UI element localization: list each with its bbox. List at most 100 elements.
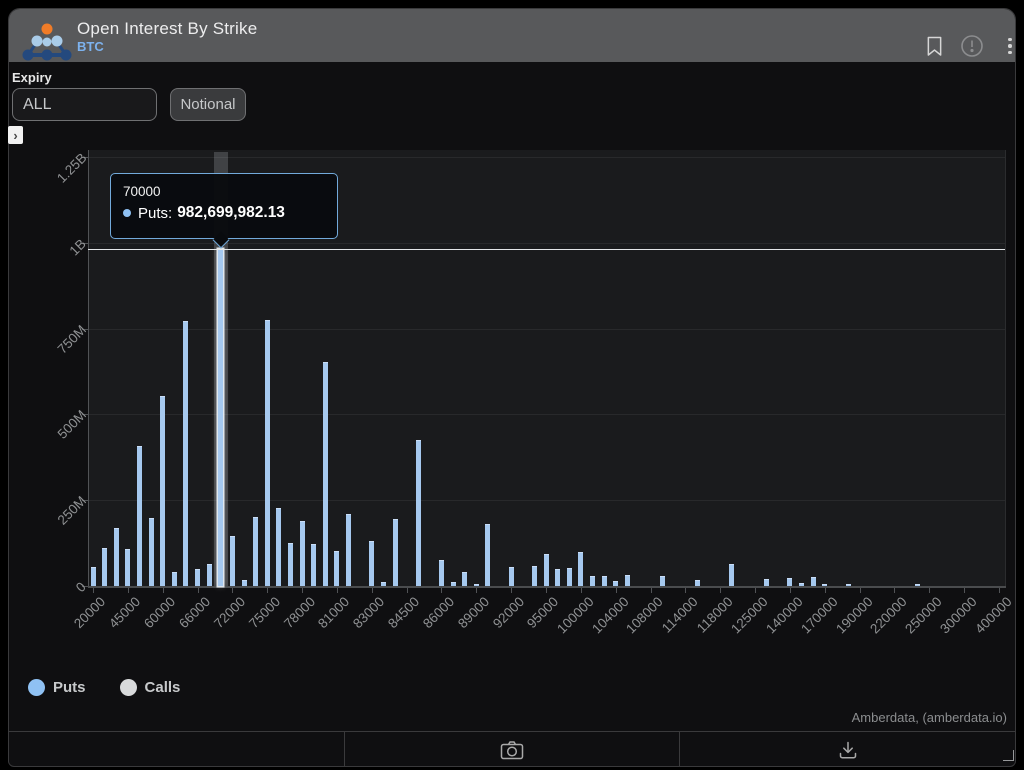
- x-axis-tick: [964, 588, 966, 593]
- y-gridline: [88, 157, 1005, 158]
- x-axis-tick: [755, 588, 757, 593]
- bar-140000[interactable]: [787, 577, 793, 586]
- chevron-right-icon: ›: [13, 127, 18, 143]
- tooltip: 70000 Puts: 982,699,982.13: [110, 173, 338, 239]
- bar-86000[interactable]: [438, 560, 444, 586]
- amberdata-logo: [22, 23, 72, 61]
- bar-68000[interactable]: [206, 564, 212, 586]
- bar-102000[interactable]: [601, 575, 607, 586]
- expiry-label: Expiry: [12, 70, 52, 85]
- y-gridline: [88, 242, 1005, 244]
- bar-55000[interactable]: [148, 518, 154, 586]
- bar-75000[interactable]: [264, 320, 270, 586]
- bar-105000[interactable]: [624, 575, 630, 586]
- bar-45000[interactable]: [125, 549, 131, 586]
- info-icon[interactable]: [959, 33, 985, 59]
- bookmark-icon[interactable]: [921, 33, 947, 59]
- y-axis-tick: [82, 414, 88, 416]
- tooltip-series-label: Puts:: [138, 204, 173, 222]
- bar-83500[interactable]: [380, 581, 386, 586]
- bar-170000[interactable]: [822, 584, 828, 586]
- bar-92000[interactable]: [508, 566, 514, 586]
- bar-150000[interactable]: [799, 582, 805, 586]
- x-axis-tick: [441, 588, 443, 593]
- notional-button[interactable]: Notional: [170, 88, 246, 121]
- bar-66000[interactable]: [195, 568, 201, 586]
- x-axis-tick: [546, 588, 547, 593]
- bar-95000[interactable]: [543, 553, 549, 586]
- bar-80000[interactable]: [322, 362, 328, 586]
- bar-130000[interactable]: [764, 579, 770, 586]
- attribution-text: Amberdata, (amberdata.io): [851, 710, 1007, 725]
- x-axis-tick: [476, 588, 478, 593]
- x-axis-tick: [371, 588, 373, 593]
- bar-72000[interactable]: [229, 535, 235, 586]
- bar-78000[interactable]: [299, 521, 305, 586]
- x-axis-tick: [336, 588, 338, 593]
- bar-84000[interactable]: [392, 519, 398, 586]
- bar-104000[interactable]: [613, 581, 619, 586]
- tooltip-series-dot: [123, 209, 131, 217]
- y-axis-line: [88, 150, 89, 587]
- bar-180000[interactable]: [845, 583, 851, 586]
- bar-88000[interactable]: [462, 572, 468, 586]
- expand-panel-button[interactable]: ›: [8, 126, 23, 144]
- bar-20000[interactable]: [90, 567, 96, 586]
- bar-73000[interactable]: [241, 580, 247, 586]
- bar-60000[interactable]: [160, 395, 166, 586]
- bar-64000[interactable]: [183, 321, 189, 586]
- bar-40000[interactable]: [113, 527, 119, 586]
- bar-94000[interactable]: [531, 565, 537, 586]
- x-axis-tick: [267, 588, 269, 593]
- toolbar-empty-cell[interactable]: [9, 732, 345, 767]
- bar-hovered-70000[interactable]: [218, 248, 224, 586]
- bar-82000[interactable]: [346, 513, 352, 586]
- x-axis-tick: [894, 588, 896, 593]
- x-axis-tick: [232, 588, 234, 593]
- y-axis-tick: [82, 242, 88, 244]
- x-axis-tick: [615, 588, 617, 593]
- bar-110000[interactable]: [659, 576, 665, 586]
- bar-76000[interactable]: [276, 507, 282, 586]
- y-gridline: [88, 328, 1005, 330]
- bar-83000[interactable]: [369, 541, 375, 586]
- bar-81000[interactable]: [334, 550, 340, 586]
- x-axis-tick: [824, 588, 826, 593]
- y-axis-tick: [82, 586, 88, 587]
- bar-96000[interactable]: [555, 568, 561, 586]
- x-axis-tick: [650, 588, 652, 593]
- bar-89000[interactable]: [473, 584, 479, 586]
- bar-87000[interactable]: [450, 581, 456, 586]
- bar-240000[interactable]: [915, 584, 921, 586]
- legend-item-calls[interactable]: Calls: [119, 679, 180, 696]
- resize-handle[interactable]: [1003, 750, 1014, 761]
- download-button[interactable]: [680, 732, 1015, 767]
- bar-62000[interactable]: [171, 571, 177, 586]
- x-axis-tick: [999, 588, 1000, 593]
- expiry-select[interactable]: ALL: [12, 88, 157, 121]
- bar-120000[interactable]: [729, 564, 735, 586]
- bar-90000[interactable]: [485, 523, 491, 586]
- legend-item-puts[interactable]: Puts: [28, 679, 86, 696]
- camera-icon: [500, 740, 524, 759]
- bar-74000[interactable]: [253, 517, 259, 586]
- bar-30000[interactable]: [102, 548, 108, 586]
- bar-77000[interactable]: [287, 542, 293, 586]
- bar-79000[interactable]: [311, 544, 317, 586]
- bar-101000[interactable]: [589, 576, 595, 586]
- x-axis-tick: [685, 588, 687, 593]
- bar-50000[interactable]: [136, 445, 142, 586]
- x-axis-tick: [929, 588, 931, 593]
- x-axis-tick: [127, 588, 129, 593]
- x-axis-tick: [511, 588, 513, 593]
- bar-100000[interactable]: [578, 552, 584, 586]
- kebab-menu-icon[interactable]: [997, 33, 1023, 59]
- bar-160000[interactable]: [810, 576, 816, 586]
- x-axis-tick: [93, 588, 94, 593]
- bar-85000[interactable]: [415, 440, 421, 586]
- screenshot-button[interactable]: [345, 732, 681, 767]
- bar-98000[interactable]: [566, 568, 572, 586]
- y-axis-tick: [82, 157, 88, 158]
- bar-115000[interactable]: [694, 580, 700, 586]
